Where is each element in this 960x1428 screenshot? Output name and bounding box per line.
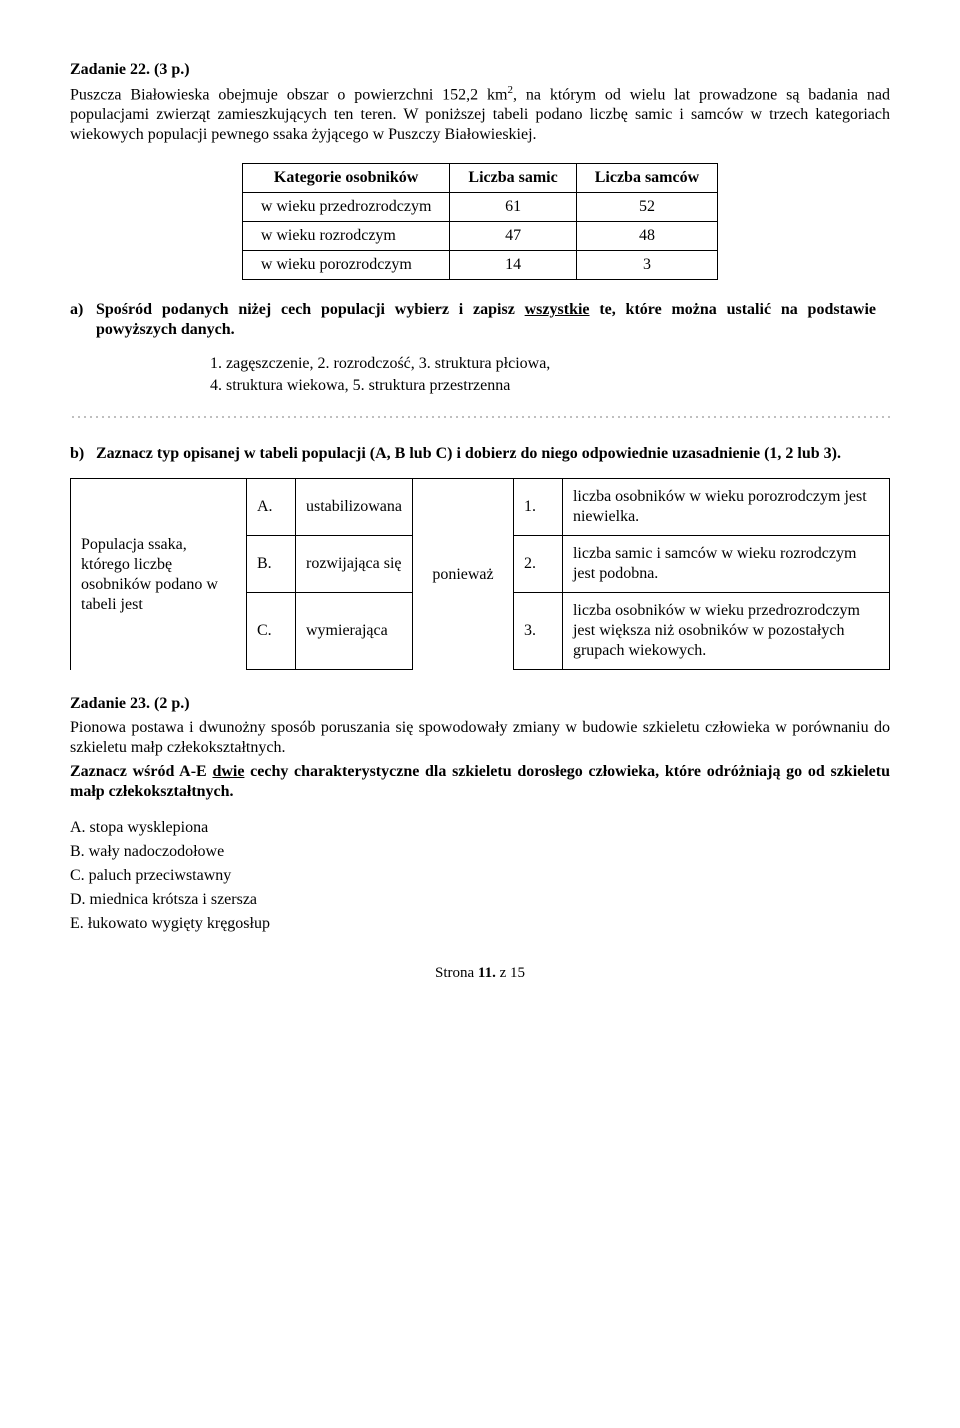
match-table: Populacja ssaka, którego liczbę osobnikó… <box>70 478 890 670</box>
footer-page-num: 11. <box>478 965 496 981</box>
a-text-underline: wszystkie <box>525 301 590 318</box>
match-left-label[interactable]: A. <box>247 479 296 536</box>
table-row: w wieku przedrozrodczym 61 52 <box>242 193 717 222</box>
task23-heading: Zadanie 23. (2 p.) <box>70 694 890 714</box>
a-label: a) <box>70 300 92 320</box>
subtask-a: a) Spośród podanych niżej cech populacji… <box>70 300 890 340</box>
a-text: Spośród podanych niżej cech populacji wy… <box>96 300 876 340</box>
cell: 52 <box>576 193 717 222</box>
task23-intro: Pionowa postawa i dwunożny sposób porusz… <box>70 718 890 758</box>
cell: w wieku porozrodczym <box>242 251 450 280</box>
answer-line[interactable] <box>70 410 890 424</box>
instr-underline: dwie <box>212 763 244 780</box>
match-mid: ponieważ <box>412 479 513 670</box>
match-right-text: liczba samic i samców w wieku rozrodczym… <box>562 536 889 593</box>
answer-option-b[interactable]: B. wały nadoczodołowe <box>70 842 890 862</box>
answer-option-e[interactable]: E. łukowato wygięty kręgosłup <box>70 914 890 934</box>
match-stem: Populacja ssaka, którego liczbę osobnikó… <box>71 479 247 670</box>
table-header-row: Kategorie osobników Liczba samic Liczba … <box>242 164 717 193</box>
cell: 47 <box>450 222 576 251</box>
match-left-text: ustabilizowana <box>296 479 413 536</box>
cell: 61 <box>450 193 576 222</box>
cell: 3 <box>576 251 717 280</box>
b-text: Zaznacz typ opisanej w tabeli populacji … <box>96 444 876 464</box>
page-footer: Strona 11. z 15 <box>70 964 890 983</box>
match-left-text: rozwijająca się <box>296 536 413 593</box>
footer-post: z 15 <box>496 965 525 981</box>
match-right-num[interactable]: 1. <box>513 479 562 536</box>
task22-heading: Zadanie 22. (3 p.) <box>70 60 890 80</box>
match-left-text: wymierająca <box>296 593 413 670</box>
col-header: Liczba samców <box>576 164 717 193</box>
match-left-label[interactable]: C. <box>247 593 296 670</box>
population-table: Kategorie osobników Liczba samic Liczba … <box>242 163 718 280</box>
match-right-text: liczba osobników w wieku porozrodczym je… <box>562 479 889 536</box>
match-left-label[interactable]: B. <box>247 536 296 593</box>
cell: 14 <box>450 251 576 280</box>
instr-part1: Zaznacz wśród A-E <box>70 763 212 780</box>
options-line2: 4. struktura wiekowa, 5. struktura przes… <box>210 376 890 396</box>
answer-list: A. stopa wysklepiona B. wały nadoczodoło… <box>70 818 890 934</box>
options-line1: 1. zagęszczenie, 2. rozrodczość, 3. stru… <box>210 354 890 374</box>
match-right-text: liczba osobników w wieku przedrozrodczym… <box>562 593 889 670</box>
task23-instruction: Zaznacz wśród A-E dwie cechy charakterys… <box>70 762 890 802</box>
match-right-num[interactable]: 3. <box>513 593 562 670</box>
match-right-num[interactable]: 2. <box>513 536 562 593</box>
answer-option-a[interactable]: A. stopa wysklepiona <box>70 818 890 838</box>
cell: w wieku rozrodczym <box>242 222 450 251</box>
answer-option-d[interactable]: D. miednica krótsza i szersza <box>70 890 890 910</box>
col-header: Liczba samic <box>450 164 576 193</box>
cell: 48 <box>576 222 717 251</box>
footer-pre: Strona <box>435 965 478 981</box>
b-label: b) <box>70 444 92 464</box>
cell: w wieku przedrozrodczym <box>242 193 450 222</box>
table-row: w wieku porozrodczym 14 3 <box>242 251 717 280</box>
options-block: 1. zagęszczenie, 2. rozrodczość, 3. stru… <box>210 354 890 396</box>
answer-option-c[interactable]: C. paluch przeciwstawny <box>70 866 890 886</box>
subtask-b: b) Zaznacz typ opisanej w tabeli populac… <box>70 444 890 464</box>
col-header: Kategorie osobników <box>242 164 450 193</box>
a-text-part1: Spośród podanych niżej cech populacji wy… <box>96 301 525 318</box>
table-row: w wieku rozrodczym 47 48 <box>242 222 717 251</box>
task22-intro: Puszcza Białowieska obejmuje obszar o po… <box>70 84 890 145</box>
intro-part1: Puszcza Białowieska obejmuje obszar o po… <box>70 86 508 103</box>
